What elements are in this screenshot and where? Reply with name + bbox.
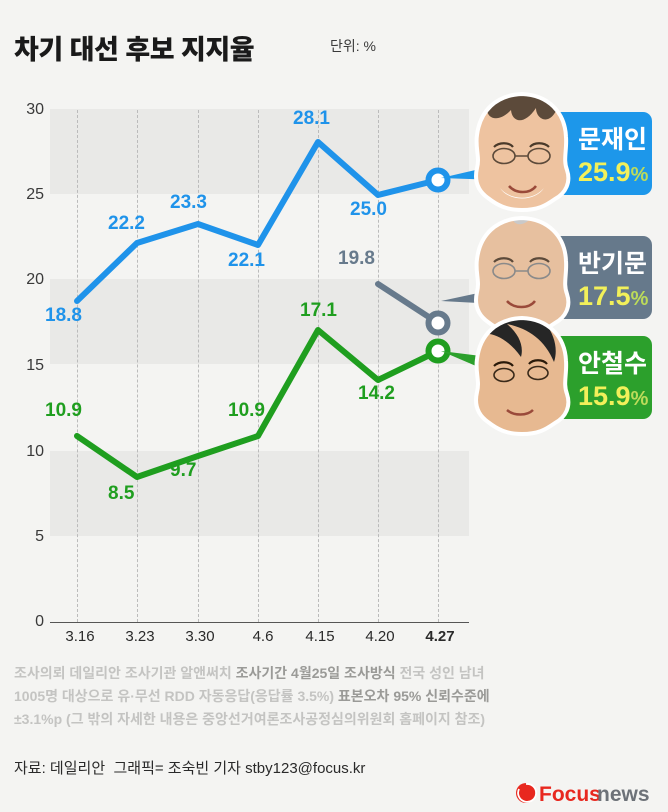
svg-text:news: news	[597, 783, 650, 806]
svg-text:Focus: Focus	[539, 783, 601, 806]
